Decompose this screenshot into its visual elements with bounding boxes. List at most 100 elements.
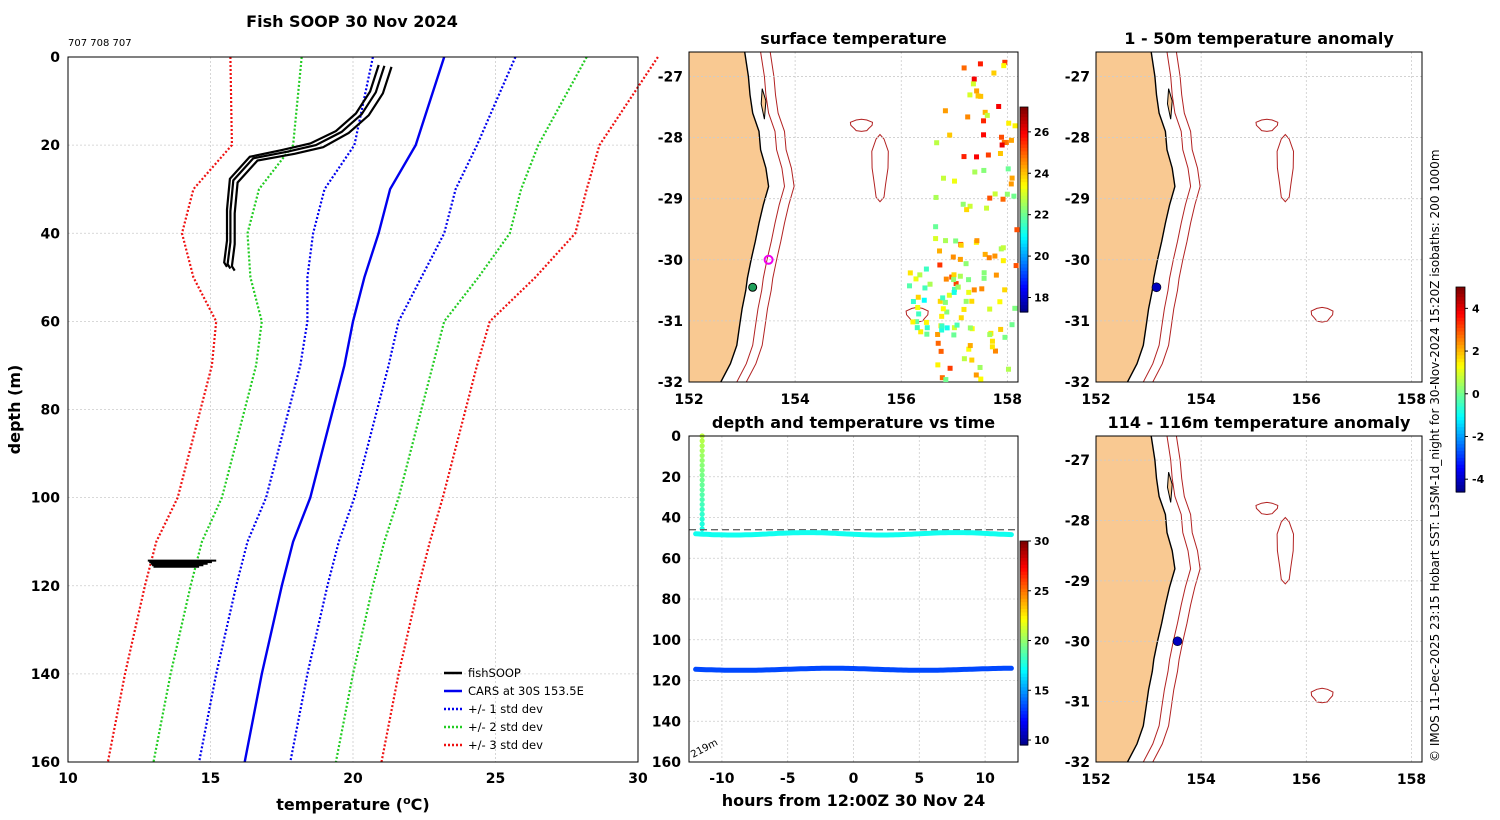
sst-pixel — [951, 332, 957, 338]
sst-pixel — [939, 323, 945, 329]
ts-colorbar-segment — [1020, 551, 1028, 556]
anom-colorbar-segment — [1456, 457, 1465, 462]
seamount-contour — [1276, 516, 1295, 585]
ts-y-tick: 100 — [652, 633, 681, 649]
sst-pixel — [1008, 137, 1014, 143]
sst-pixel — [937, 262, 943, 268]
seamount-contour — [1255, 501, 1279, 516]
ts-descent-point — [699, 457, 705, 464]
ts-colorbar-segment — [1020, 602, 1028, 607]
sst-pixel — [940, 306, 946, 312]
sst-colorbar-segment — [1020, 288, 1028, 293]
legend-label: +/- 2 std dev — [468, 720, 543, 734]
sst-pixel — [940, 295, 946, 301]
map-frame — [688, 51, 1019, 383]
anom-colorbar-segment — [1456, 420, 1465, 425]
sst-pixel — [981, 132, 987, 138]
sst-pixel — [969, 357, 975, 363]
sst-colorbar-segment — [1020, 209, 1028, 214]
ts-descent-point — [699, 506, 705, 512]
map-y-tick: -29 — [658, 192, 683, 208]
sst-pixel — [951, 325, 957, 331]
sst-colorbar-segment — [1020, 240, 1028, 245]
anom-colorbar-segment — [1456, 348, 1465, 353]
sst-colorbar-segment — [1020, 274, 1028, 279]
sst-colorbar-segment — [1020, 117, 1028, 122]
ts-colorbar-segment — [1020, 636, 1028, 641]
anom-colorbar-segment — [1456, 413, 1465, 418]
anom-deep-panel: 152 154 156 158 -27 -28 -29 -30 -31 -32 114 - 116m… — [1065, 413, 1426, 788]
ts-descent-point — [699, 496, 705, 503]
sst-pixel — [966, 277, 972, 283]
std-dev-line — [152, 56, 303, 763]
ts-colorbar-segment — [1020, 649, 1028, 654]
sst-pixel — [1005, 366, 1011, 372]
coastline — [720, 51, 770, 383]
sst-colorbar-label: 24 — [1034, 167, 1050, 180]
x-tick-label: 20 — [343, 771, 363, 787]
sst-pixel — [966, 289, 972, 295]
sst-pixel — [951, 289, 957, 295]
ts-x-axis-label: hours from 12:00Z 30 Nov 24 — [722, 791, 985, 810]
figure-title: Fish SOOP 30 Nov 2024 — [246, 12, 458, 31]
sst-pixel — [957, 256, 963, 262]
ts-colorbar-segment — [1020, 704, 1028, 709]
sst-colorbar-segment — [1020, 277, 1028, 282]
isobath-1000m — [745, 51, 795, 383]
ts-descent-point — [699, 492, 705, 498]
ts-descent-point — [699, 443, 705, 449]
anom-colorbar-segment — [1456, 369, 1465, 374]
ts-colorbar-segment — [1020, 632, 1028, 637]
sst-pixel — [958, 315, 964, 321]
fishsoop-profile-line — [230, 66, 393, 272]
ts-colorbar-label: 15 — [1034, 684, 1049, 697]
ts-colorbar-segment — [1020, 568, 1028, 573]
sst-colorbar-segment — [1020, 168, 1028, 173]
sst-pixel — [965, 114, 971, 120]
anom-colorbar-segment — [1456, 351, 1465, 356]
sst-map-panel: 152 154 156 158 -27 -28 -29 -30 -31 -32 surface te… — [658, 29, 1050, 408]
seamount-contour — [849, 118, 874, 132]
sst-pixel — [935, 362, 941, 368]
sst-pixel — [992, 348, 998, 354]
sst-pixel — [953, 281, 959, 287]
sst-pixel — [953, 238, 959, 244]
sst-pixel — [974, 238, 980, 244]
sst-pixel — [913, 276, 919, 282]
sst-pixel — [952, 178, 958, 184]
sst-pixel — [997, 150, 1003, 156]
land-mass — [1096, 436, 1175, 762]
legend-label: fishSOOP — [468, 666, 521, 680]
isobath-1000m — [1152, 435, 1201, 763]
sst-pixel — [1009, 322, 1015, 328]
ts-bottom-depth-label: 219m — [689, 737, 720, 760]
ts-colorbar-segment — [1020, 711, 1028, 715]
ts-colorbar-segment — [1020, 558, 1028, 562]
sst-colorbar-segment — [1020, 113, 1028, 118]
sst-colorbar-segment — [1020, 294, 1028, 299]
sst-pixel — [910, 298, 916, 304]
x-tick-label: 10 — [58, 771, 78, 787]
anom-colorbar-segment — [1456, 365, 1465, 370]
map-x-tick: 158 — [993, 392, 1022, 408]
profile-panel: 10 15 20 25 30 0 20 40 60 80 100 120 140 160 fishSOOP C… — [31, 50, 659, 787]
sst-pixel — [975, 93, 981, 99]
sst-colorbar-segment — [1020, 284, 1028, 289]
ts-colorbar-segment — [1020, 639, 1028, 644]
ts-colorbar-segment — [1020, 728, 1028, 732]
anom-colorbar-segment — [1456, 341, 1465, 346]
ts-colorbar-segment — [1020, 581, 1028, 586]
ts-colorbar-segment — [1020, 700, 1028, 705]
sst-colorbar-label: 26 — [1034, 126, 1050, 139]
anom-colorbar-segment — [1456, 372, 1465, 377]
anom-colorbar-segment — [1456, 433, 1465, 438]
ts-descent-point — [699, 526, 705, 532]
ts-colorbar-segment — [1020, 673, 1028, 678]
map-y-tick: -31 — [658, 314, 683, 330]
anom-colorbar-segment — [1456, 293, 1465, 298]
anom-colorbar-segment — [1456, 331, 1465, 336]
ts-x-tick: -10 — [709, 771, 735, 787]
sst-pixel — [1001, 63, 1007, 69]
legend-label: CARS at 30S 153.5E — [468, 684, 584, 698]
